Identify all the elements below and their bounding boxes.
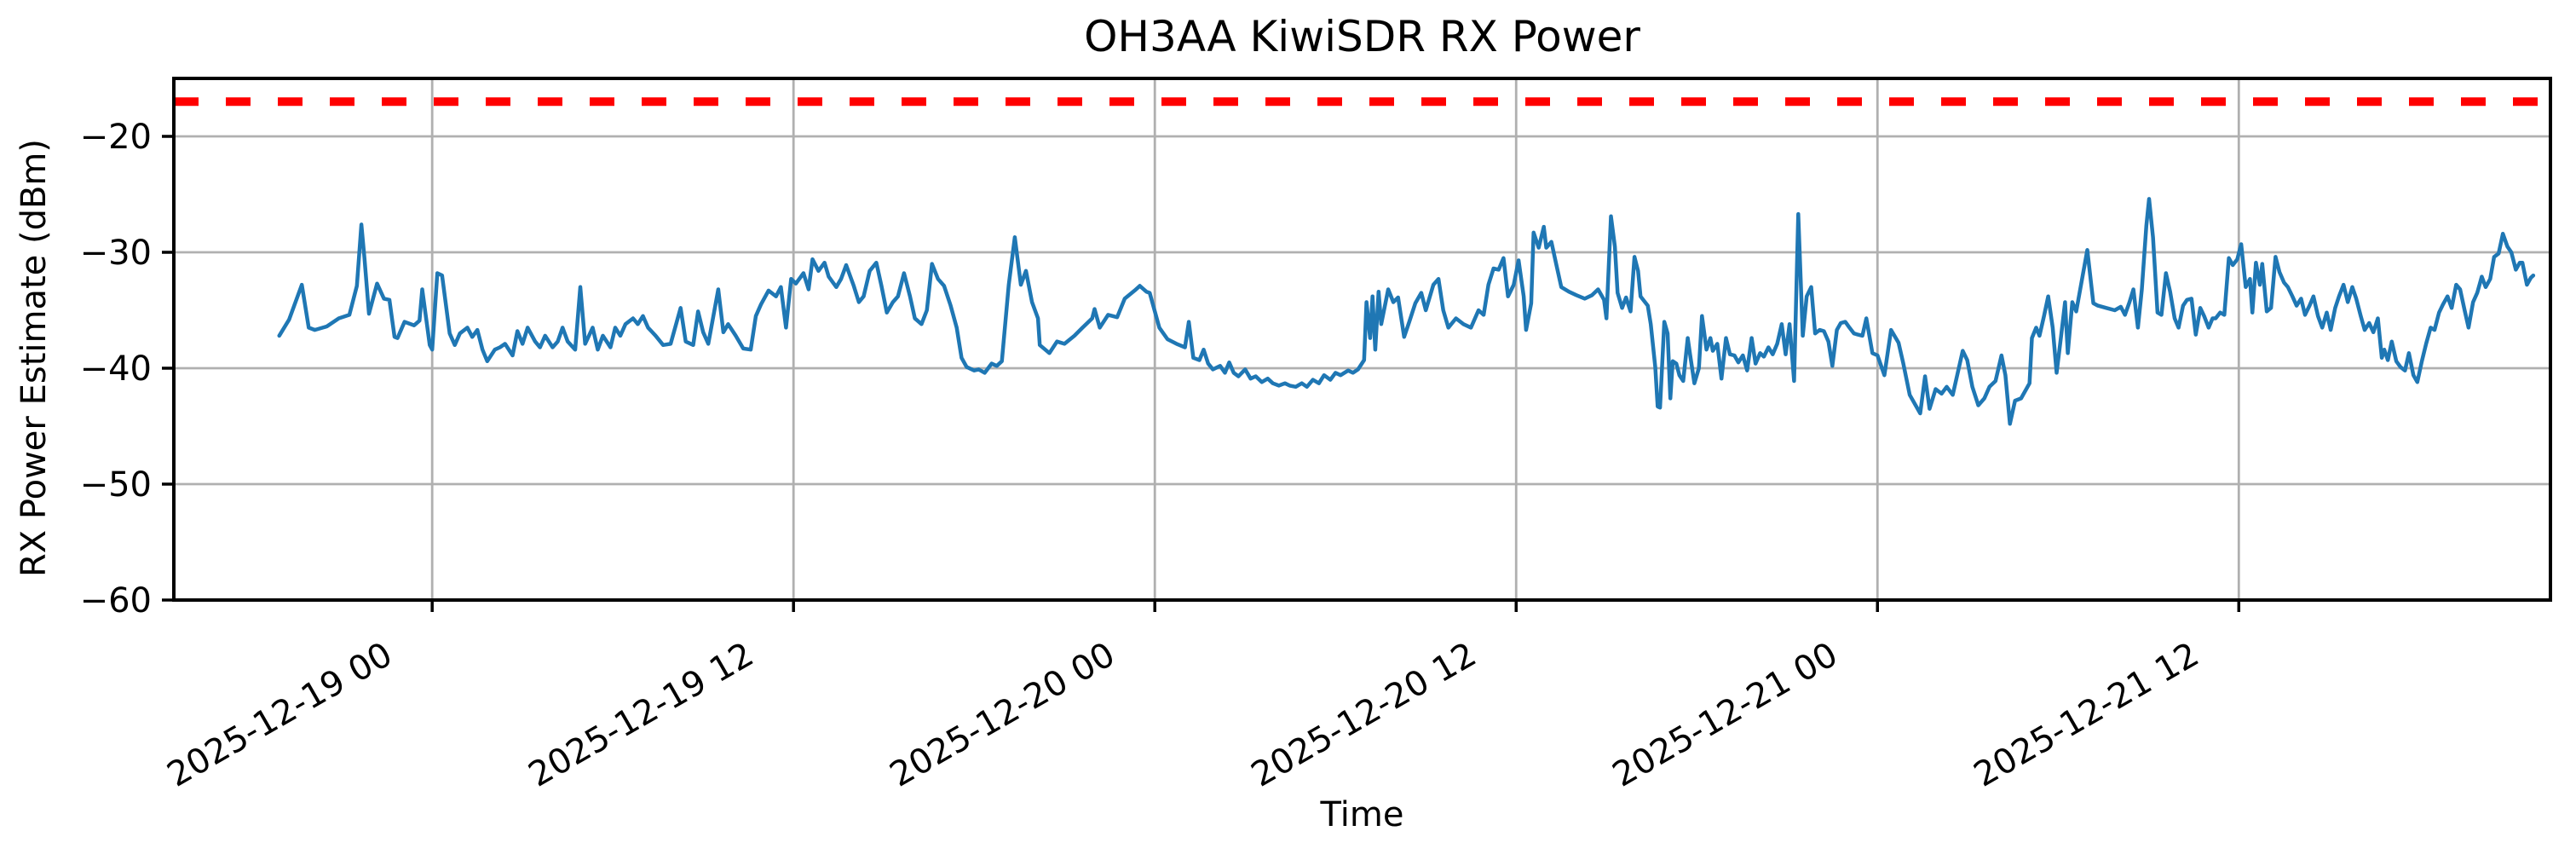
rx-power-line	[277, 197, 2536, 426]
x-tick-label: 2025-12-19 00	[161, 635, 399, 795]
x-tick-label: 2025-12-20 12	[1245, 635, 1483, 795]
x-tick-label: 2025-12-21 00	[1606, 635, 1844, 795]
x-tick-label: 2025-12-21 12	[1968, 635, 2205, 795]
y-axis-label: RX Power Estimate (dBm)	[14, 139, 54, 577]
y-tick-label: −50	[80, 465, 152, 505]
y-tick-label: −20	[80, 118, 152, 157]
y-tick-label: −40	[80, 349, 152, 389]
x-axis-label: Time	[1320, 795, 1404, 834]
x-tick-label: 2025-12-19 12	[522, 635, 760, 795]
plot-border	[172, 77, 2552, 602]
x-tick-label: 2025-12-20 00	[884, 635, 1121, 795]
y-tick-label: −30	[80, 234, 152, 273]
chart-title: OH3AA KiwiSDR RX Power	[1084, 12, 1640, 61]
y-tick-label: −60	[80, 581, 152, 620]
